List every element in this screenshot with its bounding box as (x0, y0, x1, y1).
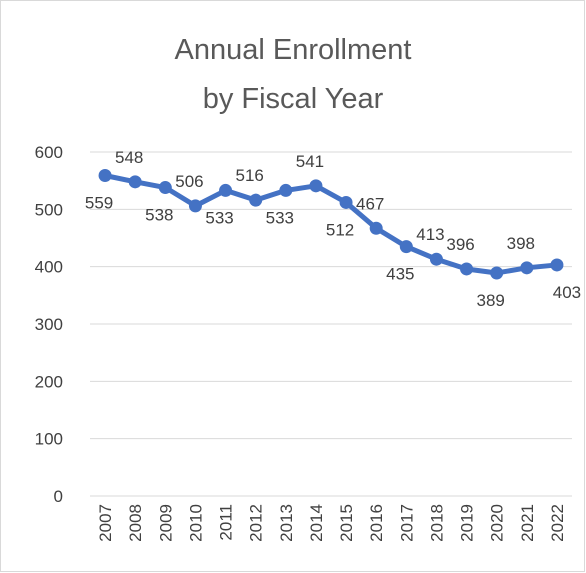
chart-title-line-2: by Fiscal Year (203, 83, 384, 115)
data-label: 396 (446, 235, 474, 254)
data-point (520, 261, 534, 275)
data-label: 541 (296, 152, 324, 171)
y-tick-label: 600 (35, 143, 63, 162)
x-tick-label: 2020 (488, 504, 507, 542)
x-tick-label: 2022 (548, 504, 567, 542)
x-tick-label: 2011 (217, 504, 236, 541)
data-point (98, 169, 112, 183)
data-label: 548 (115, 148, 143, 167)
x-tick-label: 2009 (156, 504, 175, 542)
x-tick-label: 2007 (96, 504, 115, 542)
gridlines (90, 151, 572, 497)
y-tick-label: 200 (35, 372, 63, 391)
y-tick-label: 500 (35, 200, 63, 219)
data-point (219, 183, 233, 197)
x-tick-label: 2010 (186, 504, 205, 542)
series-line (102, 173, 560, 276)
data-point (249, 193, 263, 207)
data-point (550, 258, 564, 272)
x-tick-label: 2013 (277, 504, 296, 542)
data-label: 559 (85, 194, 113, 213)
x-tick-label: 2012 (247, 504, 266, 542)
data-label: 533 (205, 208, 233, 227)
y-tick-label: 100 (35, 430, 63, 449)
data-label: 506 (175, 172, 203, 191)
data-label: 435 (386, 265, 414, 284)
data-point (339, 195, 353, 209)
data-label: 533 (266, 208, 294, 227)
x-tick-label: 2018 (427, 504, 446, 542)
data-point (158, 181, 172, 195)
x-tick-label: 2016 (367, 504, 386, 542)
y-tick-label: 0 (54, 487, 63, 506)
data-point (128, 175, 142, 189)
data-label: 413 (416, 225, 444, 244)
x-tick-label: 2015 (337, 504, 356, 542)
data-point (309, 179, 323, 193)
data-point (188, 199, 202, 213)
x-axis: 2007 2008 2009 2010 2011 2012 2013 2014 2015 2016… (96, 504, 567, 542)
y-tick-label: 300 (35, 315, 63, 334)
x-tick-label: 2021 (518, 504, 537, 542)
y-tick-label: 400 (35, 258, 63, 277)
data-label: 512 (326, 220, 354, 239)
data-point (490, 266, 504, 280)
x-tick-label: 2014 (307, 504, 326, 542)
x-tick-label: 2019 (458, 504, 477, 542)
data-label: 467 (356, 194, 384, 213)
chart-title-line-1: Annual Enrollment (175, 34, 412, 66)
y-axis: 0 100 200 300 400 500 600 (35, 143, 63, 506)
data-point (369, 221, 383, 235)
data-labels: 5595485385065335165335415124674354133963… (85, 148, 581, 310)
data-point (460, 262, 474, 276)
data-label: 398 (507, 234, 535, 253)
data-label: 389 (477, 291, 505, 310)
data-point (279, 183, 293, 197)
data-label: 538 (145, 206, 173, 225)
data-label: 516 (236, 166, 264, 185)
data-label: 403 (553, 283, 581, 302)
data-point (399, 240, 413, 254)
data-point (429, 252, 443, 266)
x-tick-label: 2017 (397, 504, 416, 542)
x-tick-label: 2008 (126, 504, 145, 542)
series (98, 169, 564, 280)
